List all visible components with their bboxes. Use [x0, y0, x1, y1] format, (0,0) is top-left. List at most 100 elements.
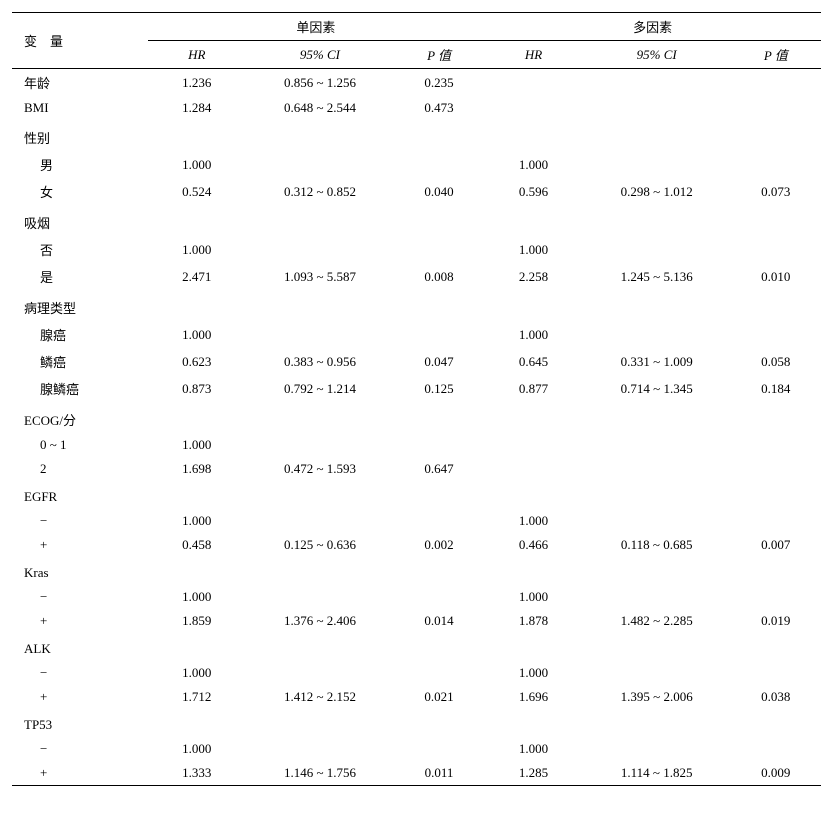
multi-ci	[583, 96, 731, 120]
table-row: 否1.0001.000	[12, 236, 821, 263]
row-label: −	[12, 585, 148, 609]
table-row: −1.0001.000	[12, 737, 821, 761]
row-label: +	[12, 609, 148, 633]
header-uni-p: P 值	[394, 41, 484, 69]
uni-hr: 1.000	[148, 737, 247, 761]
multi-p	[731, 433, 821, 457]
uni-p: 0.040	[394, 178, 484, 205]
uni-p: 0.008	[394, 263, 484, 290]
uni-p: 0.647	[394, 457, 484, 481]
header-multi-hr: HR	[484, 41, 583, 69]
uni-hr: 1.000	[148, 236, 247, 263]
row-label: −	[12, 661, 148, 685]
row-label: 腺癌	[12, 321, 148, 348]
multi-p	[731, 69, 821, 97]
multi-ci: 1.114 ~ 1.825	[583, 761, 731, 786]
section-label: ECOG/分	[12, 402, 821, 433]
multi-ci	[583, 737, 731, 761]
uni-p	[394, 661, 484, 685]
uni-ci	[246, 151, 394, 178]
multi-hr: 1.000	[484, 661, 583, 685]
uni-hr: 1.284	[148, 96, 247, 120]
table-row: ECOG/分	[12, 402, 821, 433]
multi-p: 0.073	[731, 178, 821, 205]
multi-hr: 1.000	[484, 585, 583, 609]
row-label: 腺鳞癌	[12, 375, 148, 402]
section-label: ALK	[12, 633, 821, 661]
multi-p: 0.010	[731, 263, 821, 290]
multi-p: 0.007	[731, 533, 821, 557]
row-label: 否	[12, 236, 148, 263]
uni-p	[394, 151, 484, 178]
table-row: 21.6980.472 ~ 1.5930.647	[12, 457, 821, 481]
table-row: 鳞癌0.6230.383 ~ 0.9560.0470.6450.331 ~ 1.…	[12, 348, 821, 375]
uni-p	[394, 236, 484, 263]
section-label: TP53	[12, 709, 821, 737]
table-row: 吸烟	[12, 205, 821, 236]
uni-hr: 1.000	[148, 509, 247, 533]
table-row: 年龄1.2360.856 ~ 1.2560.235	[12, 69, 821, 97]
multi-hr: 2.258	[484, 263, 583, 290]
multi-ci: 0.714 ~ 1.345	[583, 375, 731, 402]
header-multi-ci: 95% CI	[583, 41, 731, 69]
row-label: 2	[12, 457, 148, 481]
header-multi-p: P 值	[731, 41, 821, 69]
table-row: 病理类型	[12, 290, 821, 321]
uni-ci	[246, 321, 394, 348]
row-label: 0 ~ 1	[12, 433, 148, 457]
table-row: 腺鳞癌0.8730.792 ~ 1.2140.1250.8770.714 ~ 1…	[12, 375, 821, 402]
multi-p	[731, 457, 821, 481]
row-label: 是	[12, 263, 148, 290]
table-row: −1.0001.000	[12, 585, 821, 609]
uni-p	[394, 737, 484, 761]
row-label: +	[12, 685, 148, 709]
table-row: +1.7121.412 ~ 2.1520.0211.6961.395 ~ 2.0…	[12, 685, 821, 709]
table-row: 男1.0001.000	[12, 151, 821, 178]
multi-ci: 0.298 ~ 1.012	[583, 178, 731, 205]
header-uni-hr: HR	[148, 41, 247, 69]
uni-ci: 1.412 ~ 2.152	[246, 685, 394, 709]
table-row: 性别	[12, 120, 821, 151]
table-row: 是2.4711.093 ~ 5.5870.0082.2581.245 ~ 5.1…	[12, 263, 821, 290]
multi-hr: 1.696	[484, 685, 583, 709]
table-row: ALK	[12, 633, 821, 661]
uni-ci: 0.125 ~ 0.636	[246, 533, 394, 557]
multi-hr: 0.877	[484, 375, 583, 402]
section-label: 病理类型	[12, 290, 821, 321]
multi-ci	[583, 433, 731, 457]
multi-hr: 1.285	[484, 761, 583, 786]
multi-ci: 1.395 ~ 2.006	[583, 685, 731, 709]
table-row: +1.8591.376 ~ 2.4060.0141.8781.482 ~ 2.2…	[12, 609, 821, 633]
table-row: TP53	[12, 709, 821, 737]
uni-p: 0.473	[394, 96, 484, 120]
uni-p: 0.235	[394, 69, 484, 97]
multi-p	[731, 151, 821, 178]
header-variable: 变 量	[12, 13, 148, 69]
multi-ci	[583, 585, 731, 609]
multi-p: 0.019	[731, 609, 821, 633]
multi-hr: 0.596	[484, 178, 583, 205]
table-row: 女0.5240.312 ~ 0.8520.0400.5960.298 ~ 1.0…	[12, 178, 821, 205]
uni-ci: 1.093 ~ 5.587	[246, 263, 394, 290]
uni-ci: 0.792 ~ 1.214	[246, 375, 394, 402]
multi-p	[731, 585, 821, 609]
multi-ci	[583, 509, 731, 533]
multi-hr: 1.000	[484, 321, 583, 348]
uni-p	[394, 433, 484, 457]
multi-ci	[583, 321, 731, 348]
table-row: +1.3331.146 ~ 1.7560.0111.2851.114 ~ 1.8…	[12, 761, 821, 786]
uni-p: 0.002	[394, 533, 484, 557]
multi-hr: 1.000	[484, 737, 583, 761]
uni-hr: 1.000	[148, 661, 247, 685]
table-row: EGFR	[12, 481, 821, 509]
multi-p: 0.184	[731, 375, 821, 402]
header-multivariate: 多因素	[484, 13, 821, 41]
multi-p	[731, 661, 821, 685]
table-row: 腺癌1.0001.000	[12, 321, 821, 348]
uni-ci	[246, 433, 394, 457]
multi-p: 0.038	[731, 685, 821, 709]
uni-p: 0.021	[394, 685, 484, 709]
multi-p	[731, 509, 821, 533]
uni-p: 0.125	[394, 375, 484, 402]
multi-hr	[484, 69, 583, 97]
